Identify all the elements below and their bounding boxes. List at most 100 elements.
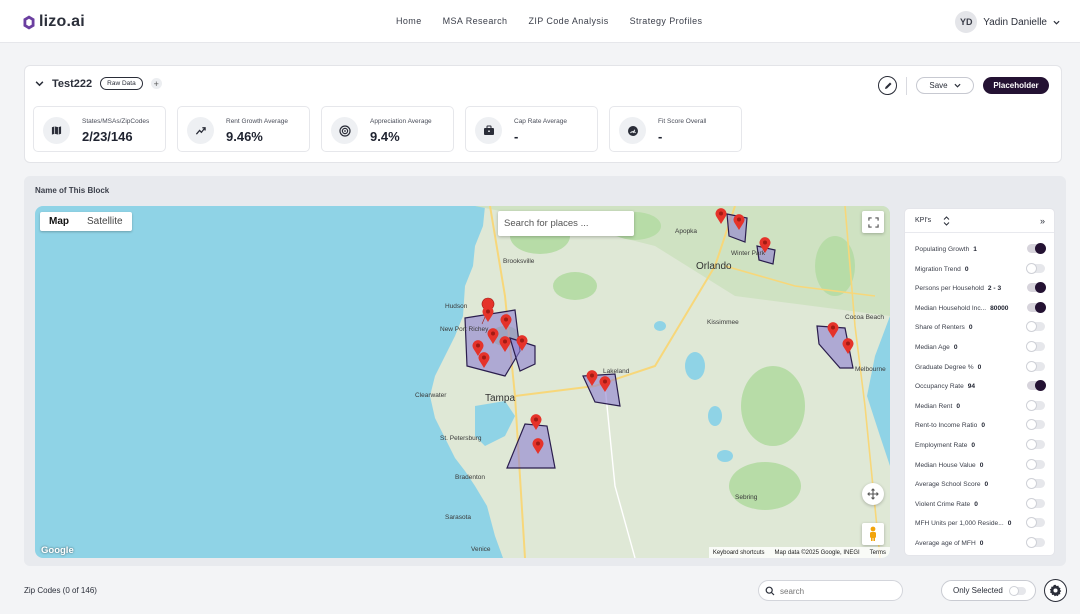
kpi-toggle[interactable] xyxy=(1027,243,1046,254)
kpi-value: 0 xyxy=(956,402,961,410)
only-selected-toggle[interactable]: Only Selected xyxy=(941,580,1036,601)
settings-button[interactable] xyxy=(1044,579,1067,602)
map-pin-icon[interactable] xyxy=(715,208,727,224)
map-pin-icon[interactable] xyxy=(487,328,499,344)
add-button[interactable]: + xyxy=(150,78,162,89)
kpi-row: Average School Score 0 xyxy=(905,475,1054,495)
kpi-value: 80000 xyxy=(990,304,1009,312)
kpi-toggle[interactable] xyxy=(1026,517,1045,529)
kpi-toggle[interactable] xyxy=(1027,380,1046,392)
city-label: Kissimmee xyxy=(707,319,739,326)
kpi-label: Median Rent 0 xyxy=(915,402,961,410)
save-button[interactable]: Save xyxy=(916,77,974,94)
map-tab-map[interactable]: Map xyxy=(49,216,69,227)
kpi-toggle[interactable] xyxy=(1026,360,1045,372)
map-pin-icon[interactable] xyxy=(499,336,511,352)
map-pin-icon[interactable] xyxy=(472,340,484,356)
city-label: Clearwater xyxy=(415,392,447,399)
toggle-switch[interactable] xyxy=(1009,586,1026,596)
top-nav: lizo.ai Home MSA Research ZIP Code Analy… xyxy=(0,0,1080,43)
expand-panel-button[interactable]: » xyxy=(1039,216,1045,226)
nav-home[interactable]: Home xyxy=(396,16,422,26)
map-pin-icon[interactable] xyxy=(842,338,854,354)
divider xyxy=(906,76,907,95)
kpi-toggle[interactable] xyxy=(1026,419,1045,431)
kpi-toggle[interactable] xyxy=(1026,536,1045,548)
kpi-toggle[interactable] xyxy=(1027,301,1046,313)
fullscreen-icon xyxy=(867,216,879,228)
map-pin-icon[interactable] xyxy=(482,306,494,322)
kpi-row: MFH Units per 1,000 Reside... 0 xyxy=(905,514,1054,534)
fullscreen-button[interactable] xyxy=(862,211,884,233)
kpi-value: 0 xyxy=(977,363,982,371)
map-icon xyxy=(43,117,70,144)
map-pin-icon[interactable] xyxy=(530,414,542,430)
map-search-input[interactable]: Search for places ... xyxy=(498,211,634,236)
pegman-icon xyxy=(870,526,876,541)
map-pin-icon[interactable] xyxy=(827,322,839,338)
growth-icon xyxy=(187,117,214,144)
user-menu[interactable]: YD Yadin Danielle xyxy=(955,11,1060,33)
kpi-row: Median Household Inc... 80000 xyxy=(905,299,1054,319)
street-view-button[interactable] xyxy=(862,523,884,545)
kpi-toggle[interactable] xyxy=(1026,399,1045,411)
nav-strategy-profiles[interactable]: Strategy Profiles xyxy=(629,16,703,26)
tampa-bay xyxy=(475,401,515,446)
stat-label: Fit Score Overall xyxy=(658,118,707,125)
brand-logo[interactable]: lizo.ai xyxy=(23,13,85,31)
kpi-label: Rent-to Income Ratio 0 xyxy=(915,422,985,430)
kpi-row: Migration Trend 0 xyxy=(905,260,1054,280)
stats-row: States/MSAs/ZipCodes 2/23/146 Rent Growt… xyxy=(33,106,753,152)
stat-value: - xyxy=(658,129,663,144)
kpi-toggle[interactable] xyxy=(1027,282,1046,294)
kpi-header: KPI's » xyxy=(905,209,1054,233)
kpi-toggle[interactable] xyxy=(1026,438,1045,450)
city-label: Sarasota xyxy=(445,514,472,521)
collapse-chevron-icon[interactable] xyxy=(35,79,44,88)
search-input[interactable] xyxy=(780,584,895,598)
map-tab-satellite[interactable]: Satellite xyxy=(87,216,123,227)
map-pin-icon[interactable] xyxy=(478,352,490,368)
highway xyxy=(724,265,876,297)
raw-data-badge[interactable]: Raw Data xyxy=(100,77,143,90)
chevron-down-icon xyxy=(1053,20,1060,25)
park-area xyxy=(553,272,597,300)
map-pin-icon[interactable] xyxy=(516,335,528,351)
kpi-row: Median Rent 0 xyxy=(905,397,1054,417)
target-icon xyxy=(331,117,358,144)
city-label: Winter Park xyxy=(731,250,765,257)
terms-link[interactable]: Terms xyxy=(869,549,886,556)
kpi-list: Populating Growth 1 Migration Trend 0 Pers… xyxy=(905,240,1054,554)
zip-region[interactable] xyxy=(816,325,854,369)
map-pin-icon[interactable] xyxy=(532,438,544,454)
kpi-label: MFH Units per 1,000 Reside... 0 xyxy=(915,520,1012,528)
stat-label: Cap Rate Average xyxy=(514,118,567,125)
map-pin-icon[interactable] xyxy=(759,237,771,253)
zip-region[interactable] xyxy=(506,423,556,469)
kpi-value: 0 xyxy=(979,461,984,469)
kpi-value: 2 - 3 xyxy=(987,285,1002,293)
logo-hexagon-icon xyxy=(23,15,35,30)
kpi-toggle[interactable] xyxy=(1026,458,1045,470)
map-pin-icon[interactable] xyxy=(733,214,745,230)
zip-region[interactable] xyxy=(756,245,776,265)
map-pin-icon[interactable] xyxy=(599,376,611,392)
map-pin-icon[interactable] xyxy=(500,314,512,330)
kpi-value: 0 xyxy=(971,441,976,449)
kpi-toggle[interactable] xyxy=(1026,497,1045,509)
map-pin-icon[interactable] xyxy=(586,370,598,386)
placeholder-button[interactable]: Placeholder xyxy=(983,77,1049,94)
kpi-toggle[interactable] xyxy=(1026,340,1045,352)
city-label: Tampa xyxy=(485,393,516,404)
map-view[interactable]: Orlando Tampa Clearwater St. Petersburg … xyxy=(35,206,890,558)
kpi-toggle[interactable] xyxy=(1026,321,1045,333)
city-label: Hudson xyxy=(445,303,468,310)
edit-button[interactable] xyxy=(878,76,897,95)
nav-msa-research[interactable]: MSA Research xyxy=(442,16,508,26)
nav-zip-code-analysis[interactable]: ZIP Code Analysis xyxy=(528,16,609,26)
keyboard-shortcuts-link[interactable]: Keyboard shortcuts xyxy=(712,549,765,556)
pan-control-button[interactable] xyxy=(862,483,884,505)
kpi-toggle[interactable] xyxy=(1026,262,1045,274)
kpi-toggle[interactable] xyxy=(1026,478,1045,490)
sort-icon[interactable] xyxy=(943,216,950,226)
